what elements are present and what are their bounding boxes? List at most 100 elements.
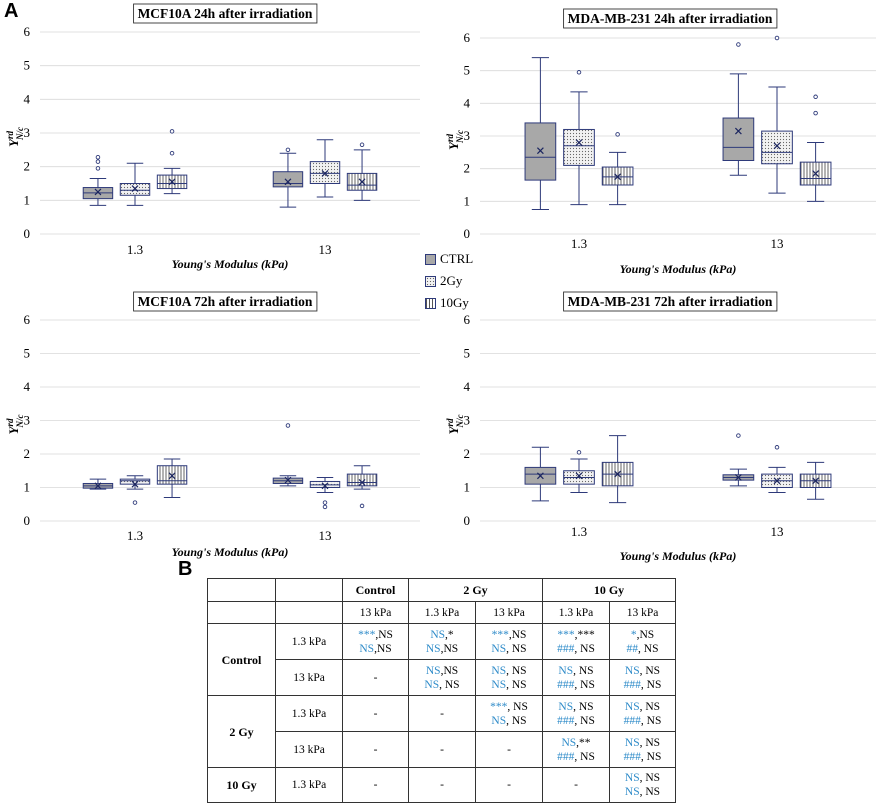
y-tick-label: 0 xyxy=(24,226,31,241)
table-cell: - xyxy=(342,659,409,696)
y-tick-label: 2 xyxy=(464,161,471,176)
outlier-point xyxy=(322,504,328,510)
significance-table: Control 2 Gy 10 Gy 13 kPa 1.3 kPa 13 kPa 1.3 k… xyxy=(207,578,676,803)
box-mean-marker xyxy=(812,170,820,177)
box-mean-marker xyxy=(131,480,139,488)
box-2gy-13 xyxy=(309,139,341,198)
significance-black: , NS xyxy=(640,750,662,763)
x-tick-label: 13 xyxy=(319,242,332,257)
outlier-point xyxy=(576,70,582,75)
outlier-point xyxy=(576,450,582,455)
y-tick-label: 4 xyxy=(464,95,471,110)
header-stiffness: 1.3 kPa xyxy=(542,601,610,624)
table-cell: - xyxy=(408,767,476,803)
table-cell: NS, NS ###, NS xyxy=(542,659,610,696)
outlier-point xyxy=(95,166,101,171)
x-axis-label: Young's Modulus (kPa) xyxy=(620,549,737,563)
row-stiffness: 13 kPa xyxy=(275,731,343,768)
outlier-point xyxy=(95,159,101,164)
table-cell: - xyxy=(342,767,409,803)
table-cell: ***,NS NS, NS xyxy=(475,623,543,660)
significance-black: , NS xyxy=(639,664,661,677)
box-mean-marker xyxy=(284,178,292,186)
chart-title: MDA-MB-231 24h after irradiation xyxy=(568,11,773,26)
box-2gy-1_3 xyxy=(563,450,595,494)
outlier-point xyxy=(132,500,138,505)
box-mean-marker xyxy=(358,479,366,486)
box-ctrl-1_3 xyxy=(524,446,557,502)
box-mean-marker xyxy=(734,474,742,481)
chart-mdamb231-24h: 0 1 2 3 4 5 6 MDA-MB-231 24h after irradiation Y… xyxy=(445,8,876,276)
x-axis-label: Young's Modulus (kPa) xyxy=(172,545,289,559)
chart-mcf10a-24h: 0 1 2 3 4 5 6 MCF10A 24h after irradiation YrdN/… xyxy=(5,3,420,271)
table-cell: ***,*** ###, NS xyxy=(542,623,610,660)
significance-black: , NS xyxy=(506,714,527,727)
box-mean-marker xyxy=(358,178,366,186)
significance-blue: NS xyxy=(561,736,577,749)
significance-blue: ### xyxy=(557,642,575,655)
table-cell: ***, NS NS, NS xyxy=(475,695,543,732)
significance-blue: NS xyxy=(359,642,375,655)
box-10gy-1_3 xyxy=(156,129,188,195)
header-empty xyxy=(275,601,343,624)
significance-black: , NS xyxy=(640,714,662,727)
significance-black: , NS xyxy=(574,642,595,655)
box-mean-marker xyxy=(94,482,102,490)
y-axis-label: YrdN/c xyxy=(445,130,465,150)
box-ctrl-13 xyxy=(272,423,304,487)
significance-blue: NS xyxy=(624,664,640,677)
panel-a-label: A xyxy=(4,0,19,22)
box-2gy-1_3 xyxy=(119,162,151,206)
header-empty xyxy=(207,578,276,602)
header-control: Control xyxy=(342,578,409,602)
significance-black: , NS xyxy=(506,664,527,677)
significance-black: , NS xyxy=(639,786,661,798)
box-mean-marker xyxy=(321,169,329,177)
box-iqr xyxy=(272,171,304,188)
legend-label-10gy: 10Gy xyxy=(440,295,469,310)
chart-title-frame xyxy=(563,291,778,312)
header-stiffness: 13 kPa xyxy=(475,601,543,624)
box-mean-marker xyxy=(536,147,544,155)
significance-blue: NS xyxy=(491,714,507,727)
y-tick-label: 1 xyxy=(464,480,471,495)
box-ctrl-13 xyxy=(722,42,755,176)
header-stiffness: 13 kPa xyxy=(609,601,676,624)
table-cell: - xyxy=(475,731,543,768)
y-tick-label: 4 xyxy=(24,379,31,394)
significance-blue: NS xyxy=(624,786,640,798)
row-stiffness: 1.3 kPa xyxy=(275,767,343,803)
box-mean-marker xyxy=(131,185,139,192)
legend-item-10gy: 10Gy xyxy=(425,292,473,314)
table-header-row-2: 13 kPa 1.3 kPa 13 kPa 1.3 kPa 13 kPa xyxy=(207,601,676,624)
header-2gy: 2 Gy xyxy=(408,578,543,602)
y-tick-label: 2 xyxy=(24,446,31,461)
y-tick-label: 6 xyxy=(464,30,471,45)
outlier-point xyxy=(813,110,818,116)
significance-black: , NS xyxy=(439,678,460,691)
outlier-point xyxy=(95,154,101,160)
significance-black: , NS xyxy=(640,678,662,691)
box-mean-marker xyxy=(168,178,176,186)
panel-b-label: B xyxy=(178,558,193,580)
box-mean-marker xyxy=(812,477,820,485)
significance-blue: * xyxy=(630,628,637,641)
box-mean-marker xyxy=(614,470,622,478)
significance-black: ,NS xyxy=(440,664,459,677)
table-cell: NS, NS ###, NS xyxy=(542,695,610,732)
chart-mcf10a-72h: 0 1 2 3 4 5 6 MCF10A 72h after irradiation YrdN/… xyxy=(5,291,420,559)
significance-black: ,NS xyxy=(375,628,393,641)
y-axis-label: YrdN/c xyxy=(445,415,465,435)
box-mean-marker xyxy=(614,173,622,181)
significance-black: , NS xyxy=(574,678,595,691)
box-mean-marker xyxy=(773,142,781,150)
significance-blue: *** xyxy=(490,700,508,713)
legend-item-2gy: 2Gy xyxy=(425,270,473,292)
significance-black: , NS xyxy=(639,736,661,749)
significance-blue: NS xyxy=(558,664,574,677)
significance-black: ,*** xyxy=(574,628,595,641)
y-tick-label: 5 xyxy=(464,63,471,78)
y-tick-label: 2 xyxy=(24,159,31,174)
table-cell: - xyxy=(475,767,543,803)
table-row: 10 Gy 1.3 kPa - - - - NS, NS NS, NS xyxy=(207,767,676,803)
